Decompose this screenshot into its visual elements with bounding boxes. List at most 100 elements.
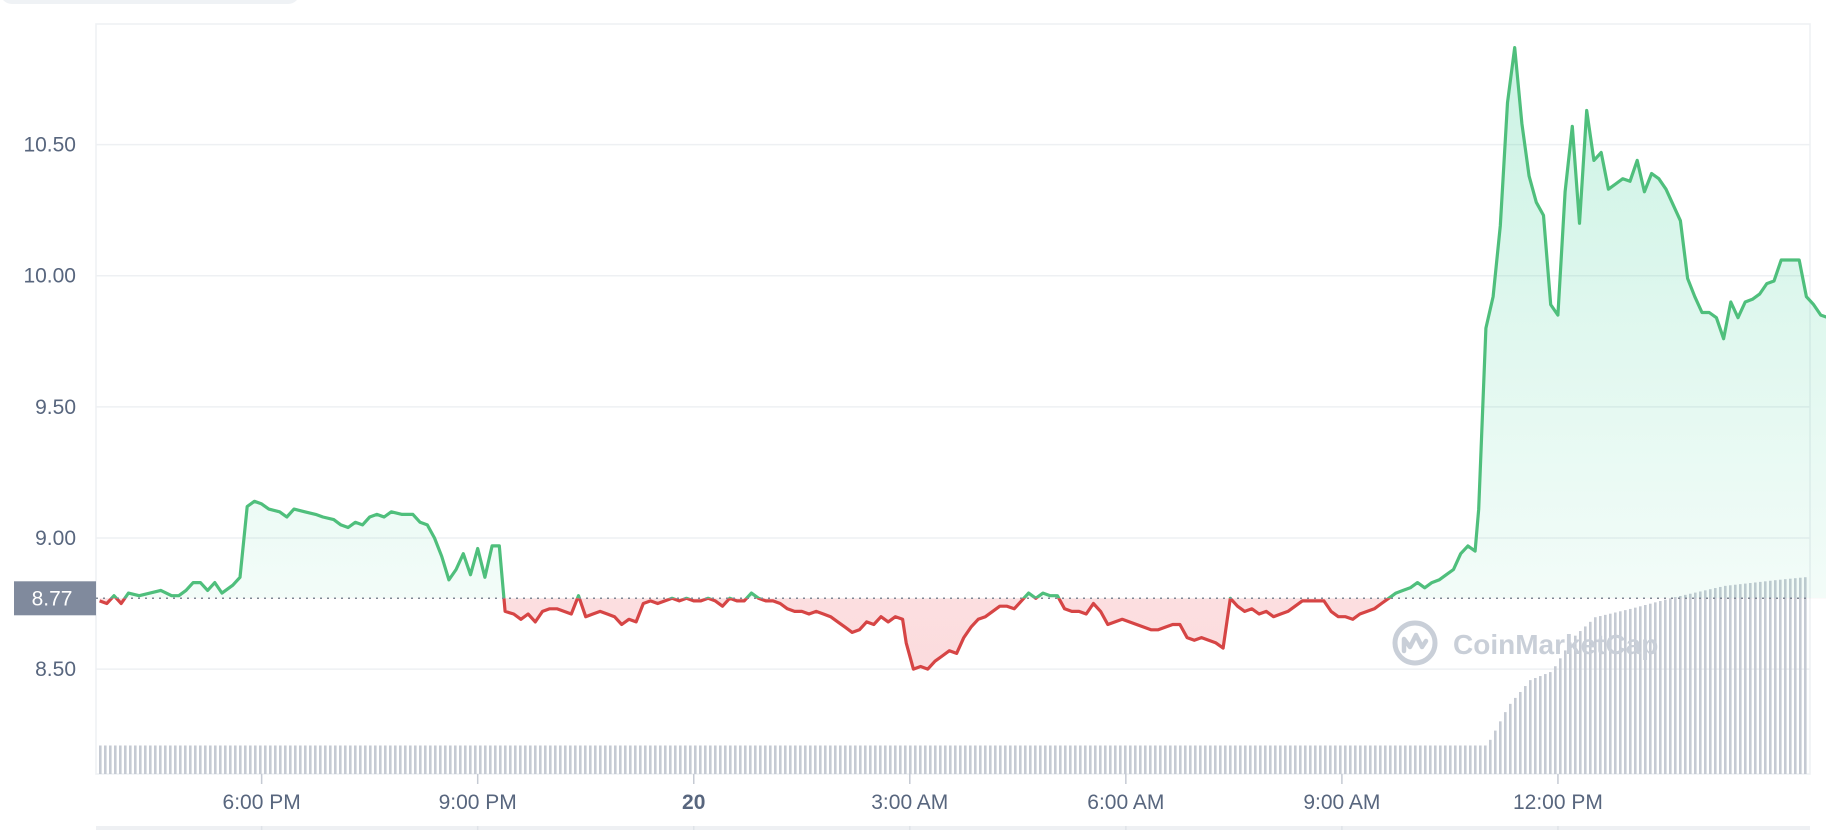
- volume-bar: [394, 745, 397, 774]
- volume-bar: [1194, 745, 1197, 774]
- volume-bar: [779, 745, 782, 774]
- volume-bar: [974, 745, 977, 774]
- y-tick-label: 10.00: [23, 265, 76, 288]
- volume-bar: [909, 745, 912, 774]
- volume-bar: [1249, 745, 1252, 774]
- volume-bar: [654, 745, 657, 774]
- volume-bar: [1214, 745, 1217, 774]
- volume-bar: [1259, 745, 1262, 774]
- volume-bar: [494, 745, 497, 774]
- volume-bar: [999, 745, 1002, 774]
- volume-bar: [754, 745, 757, 774]
- volume-bar: [1564, 650, 1567, 774]
- volume-bar: [1644, 604, 1647, 774]
- volume-bar: [479, 745, 482, 774]
- volume-bar: [894, 745, 897, 774]
- volume-bar: [669, 745, 672, 774]
- volume-bar: [1109, 745, 1112, 774]
- volume-bar: [374, 745, 377, 774]
- volume-bar: [1634, 607, 1637, 774]
- volume-bar: [1499, 721, 1502, 774]
- volume-bar: [809, 745, 812, 774]
- volume-bar: [1414, 745, 1417, 774]
- area-above-baseline: [99, 47, 1826, 599]
- volume-bar: [1359, 745, 1362, 774]
- volume-bar: [1629, 608, 1632, 774]
- volume-bar: [1469, 745, 1472, 774]
- volume-bar: [1604, 614, 1607, 774]
- volume-bar: [1364, 745, 1367, 774]
- volume-bar: [979, 745, 982, 774]
- volume-bar: [1619, 611, 1622, 774]
- volume-bar: [1534, 678, 1537, 774]
- volume-bar: [1704, 590, 1707, 774]
- volume-bar: [664, 745, 667, 774]
- volume-bar: [154, 745, 157, 774]
- volume-bar: [1179, 745, 1182, 774]
- volume-bar: [1069, 745, 1072, 774]
- volume-bar: [294, 745, 297, 774]
- volume-bar: [269, 745, 272, 774]
- volume-bar: [634, 745, 637, 774]
- volume-bar: [239, 745, 242, 774]
- volume-bar: [1104, 745, 1107, 774]
- volume-bar: [749, 745, 752, 774]
- volume-bar: [1779, 579, 1782, 774]
- volume-bar: [264, 745, 267, 774]
- x-tick-label: 9:00 PM: [439, 791, 517, 814]
- volume-bar: [1164, 745, 1167, 774]
- volume-bar: [1769, 580, 1772, 774]
- volume-bar: [1584, 626, 1587, 774]
- volume-bar: [1054, 745, 1057, 774]
- volume-bar: [1154, 745, 1157, 774]
- volume-bar: [549, 745, 552, 774]
- y-axis: 10.50 10.00 9.50 9.00 8.50: [23, 134, 76, 681]
- volume-bar: [644, 745, 647, 774]
- volume-bar: [189, 745, 192, 774]
- volume-bar: [1209, 745, 1212, 774]
- volume-bar: [319, 745, 322, 774]
- volume-bar: [569, 745, 572, 774]
- volume-bar: [699, 745, 702, 774]
- volume-bar: [174, 745, 177, 774]
- volume-bar: [1574, 635, 1577, 774]
- volume-bar: [1089, 745, 1092, 774]
- volume-bar: [949, 745, 952, 774]
- range-tab-pill[interactable]: [0, 0, 300, 4]
- volume-bar: [139, 745, 142, 774]
- volume-bar: [524, 745, 527, 774]
- volume-bar: [1034, 745, 1037, 774]
- watermark-text: CoinMarketCap: [1453, 629, 1658, 660]
- volume-bar: [499, 745, 502, 774]
- volume-bar: [614, 745, 617, 774]
- volume-bar: [729, 745, 732, 774]
- volume-bar: [1134, 745, 1137, 774]
- volume-bar: [1169, 745, 1172, 774]
- volume-bar: [1544, 674, 1547, 774]
- volume-bar: [104, 745, 107, 774]
- volume-bar: [299, 745, 302, 774]
- volume-bar: [1029, 745, 1032, 774]
- volume-bar: [254, 745, 257, 774]
- volume-bar: [1649, 603, 1652, 774]
- volume-bar: [1474, 745, 1477, 774]
- volume-bar: [824, 745, 827, 774]
- volume-bar: [1244, 745, 1247, 774]
- volume-bar: [544, 745, 547, 774]
- volume-bar: [934, 745, 937, 774]
- y-tick-label: 10.50: [23, 134, 76, 157]
- volume-bar: [384, 745, 387, 774]
- volume-bar: [554, 745, 557, 774]
- volume-bar: [649, 745, 652, 774]
- volume-bar: [1064, 745, 1067, 774]
- volume-bar: [1174, 745, 1177, 774]
- volume-bar: [424, 745, 427, 774]
- volume-bar: [1804, 577, 1807, 774]
- volume-bar: [1019, 745, 1022, 774]
- volume-bar: [639, 745, 642, 774]
- volume-bar: [989, 745, 992, 774]
- volume-bar: [329, 745, 332, 774]
- volume-bar: [349, 745, 352, 774]
- volume-bar: [419, 745, 422, 774]
